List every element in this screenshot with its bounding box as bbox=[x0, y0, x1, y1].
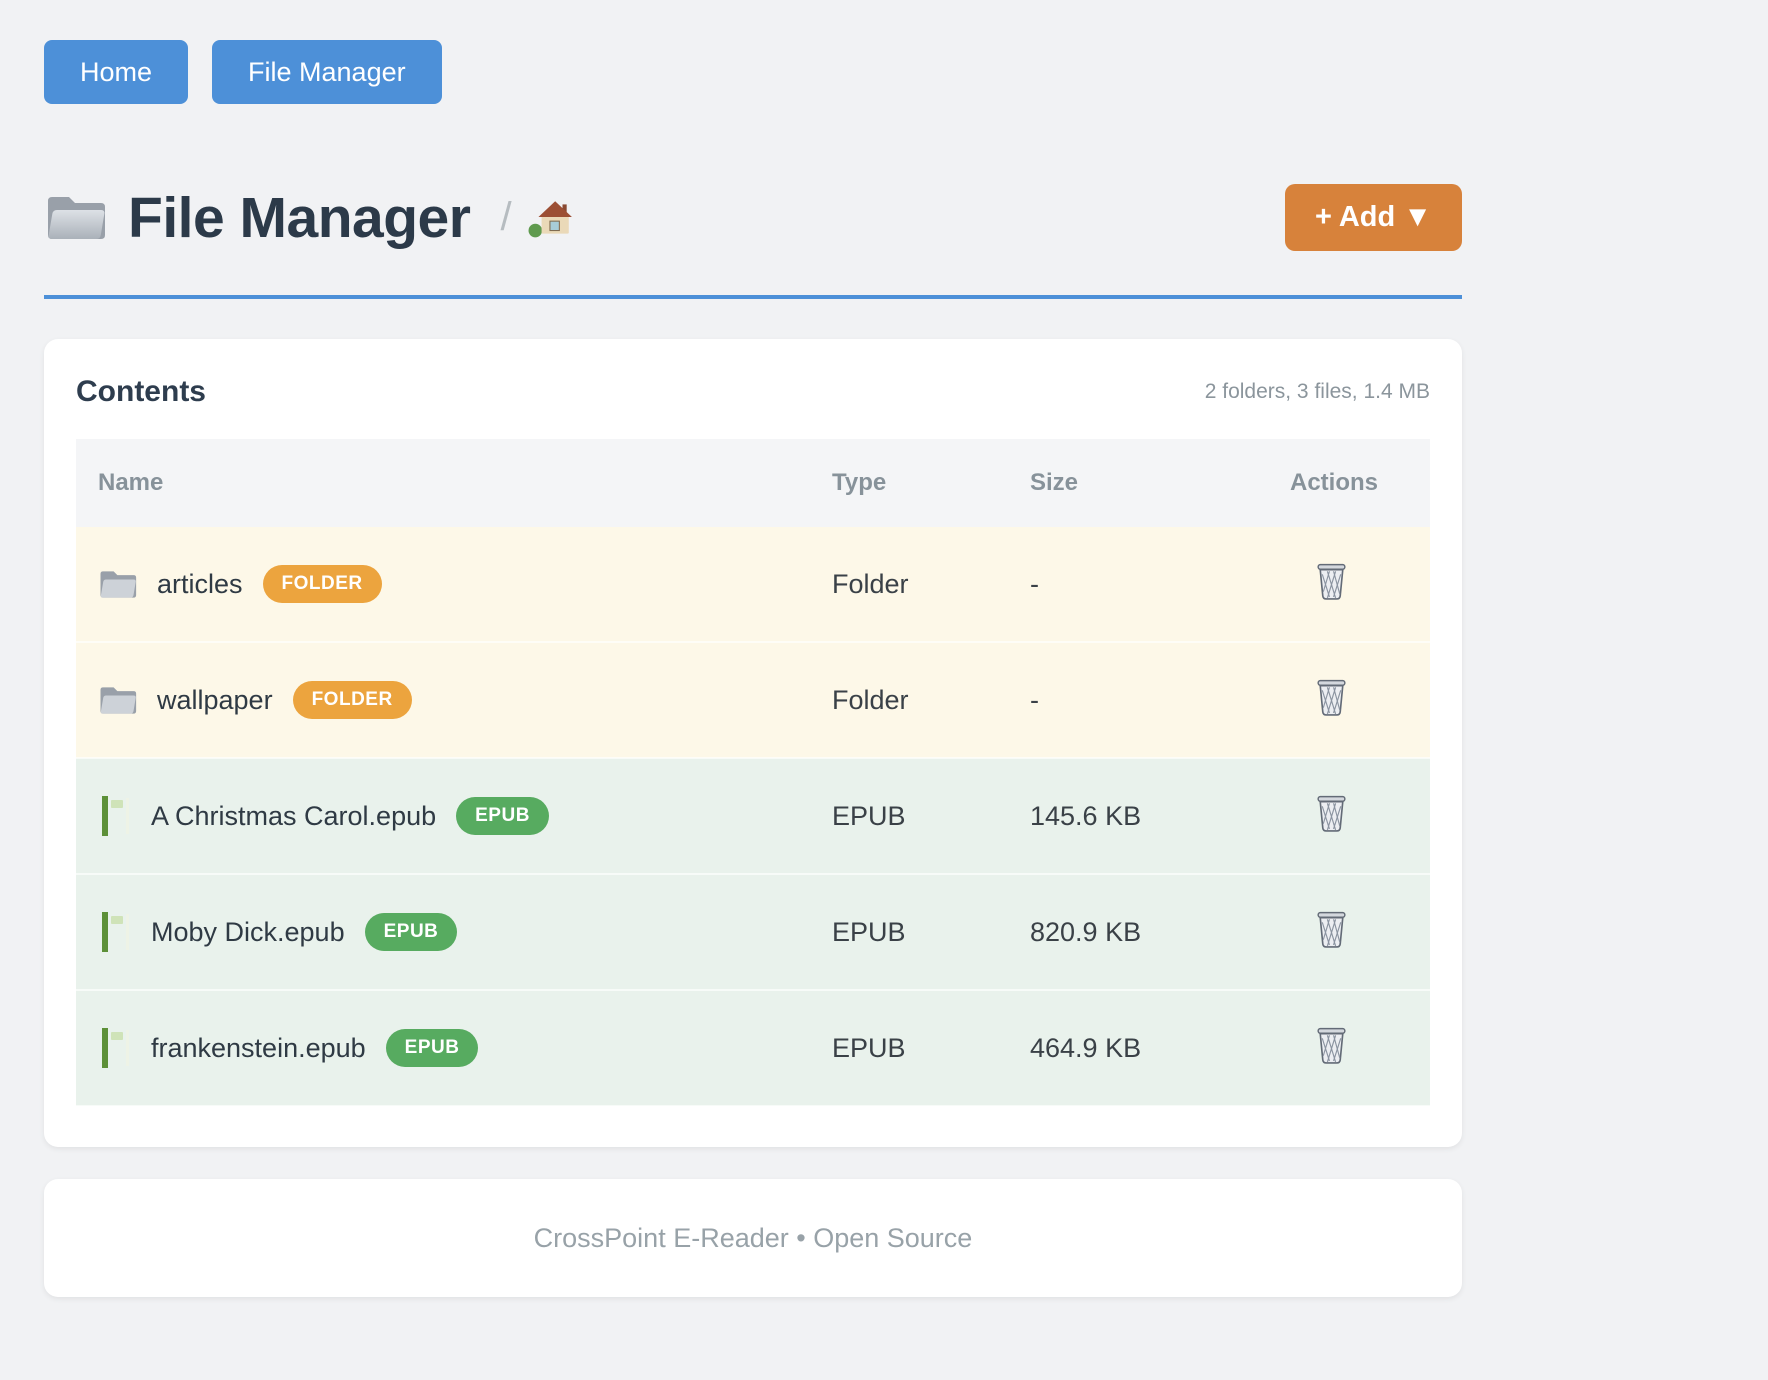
page: Home File Manager File Manager / bbox=[44, 0, 1462, 1297]
type-cell: EPUB bbox=[824, 990, 1022, 1107]
folder-icon bbox=[98, 684, 138, 717]
contents-title: Contents bbox=[76, 375, 206, 408]
file-name[interactable]: wallpaper bbox=[157, 684, 273, 715]
type-cell: Folder bbox=[824, 527, 1022, 643]
header-divider bbox=[44, 295, 1462, 299]
size-cell: - bbox=[1022, 527, 1280, 643]
table-body: articles FOLDER Folder - bbox=[76, 527, 1430, 1107]
size-cell: 820.9 KB bbox=[1022, 874, 1280, 991]
page-title: File Manager bbox=[128, 185, 471, 250]
file-table: Name Type Size Actions bbox=[76, 439, 1430, 1107]
table-row[interactable]: frankenstein.epub EPUB EPUB 464.9 KB bbox=[76, 990, 1430, 1107]
add-button[interactable]: + Add ▼ bbox=[1284, 184, 1462, 251]
trash-icon[interactable] bbox=[1314, 908, 1349, 949]
folder-icon bbox=[48, 196, 105, 239]
type-badge: EPUB bbox=[456, 797, 549, 835]
breadcrumb: / bbox=[500, 195, 573, 240]
book-icon bbox=[98, 911, 132, 953]
table-row[interactable]: A Christmas Carol.epub EPUB EPUB 145.6 K… bbox=[76, 758, 1430, 875]
page-header: File Manager / + Add ▼ bbox=[44, 184, 1462, 251]
file-name[interactable]: articles bbox=[157, 568, 243, 599]
file-name[interactable]: Moby Dick.epub bbox=[151, 916, 345, 947]
type-cell: EPUB bbox=[824, 758, 1022, 875]
column-header-name: Name bbox=[76, 439, 824, 527]
type-badge: FOLDER bbox=[292, 681, 412, 719]
contents-card-header: Contents 2 folders, 3 files, 1.4 MB bbox=[76, 375, 1430, 409]
table-row[interactable]: Moby Dick.epub EPUB EPUB 820.9 KB bbox=[76, 874, 1430, 991]
size-cell: - bbox=[1022, 642, 1280, 759]
size-cell: 464.9 KB bbox=[1022, 990, 1280, 1107]
type-badge: FOLDER bbox=[262, 565, 382, 603]
column-header-type: Type bbox=[824, 439, 1022, 527]
trash-icon[interactable] bbox=[1314, 676, 1349, 717]
size-cell: 145.6 KB bbox=[1022, 758, 1280, 875]
table-row[interactable]: articles FOLDER Folder - bbox=[76, 527, 1430, 643]
book-icon bbox=[98, 795, 132, 837]
type-badge: EPUB bbox=[385, 1029, 479, 1067]
folder-icon bbox=[98, 568, 138, 601]
nav-home-button[interactable]: Home bbox=[44, 40, 189, 104]
file-name[interactable]: A Christmas Carol.epub bbox=[151, 800, 437, 831]
title-group: File Manager / bbox=[44, 185, 574, 251]
breadcrumb-separator: / bbox=[500, 195, 512, 239]
footer-text: CrossPoint E-Reader • Open Source bbox=[533, 1222, 973, 1253]
table-header: Name Type Size Actions bbox=[76, 439, 1430, 527]
type-cell: EPUB bbox=[824, 874, 1022, 991]
type-cell: Folder bbox=[824, 642, 1022, 759]
file-name[interactable]: frankenstein.epub bbox=[151, 1032, 366, 1063]
type-badge: EPUB bbox=[364, 913, 458, 951]
contents-summary: 2 folders, 3 files, 1.4 MB bbox=[1204, 380, 1430, 403]
book-icon bbox=[98, 1027, 132, 1069]
column-header-size: Size bbox=[1022, 439, 1280, 527]
trash-icon[interactable] bbox=[1314, 560, 1349, 601]
contents-card: Contents 2 folders, 3 files, 1.4 MB Name… bbox=[44, 339, 1462, 1147]
home-icon[interactable] bbox=[528, 196, 574, 240]
nav-file-manager-button[interactable]: File Manager bbox=[212, 40, 442, 104]
top-nav: Home File Manager bbox=[44, 0, 1462, 104]
table-row[interactable]: wallpaper FOLDER Folder - bbox=[76, 642, 1430, 759]
trash-icon[interactable] bbox=[1314, 792, 1349, 833]
footer-card: CrossPoint E-Reader • Open Source bbox=[44, 1179, 1462, 1297]
trash-icon[interactable] bbox=[1314, 1024, 1349, 1065]
column-header-actions: Actions bbox=[1280, 439, 1430, 527]
